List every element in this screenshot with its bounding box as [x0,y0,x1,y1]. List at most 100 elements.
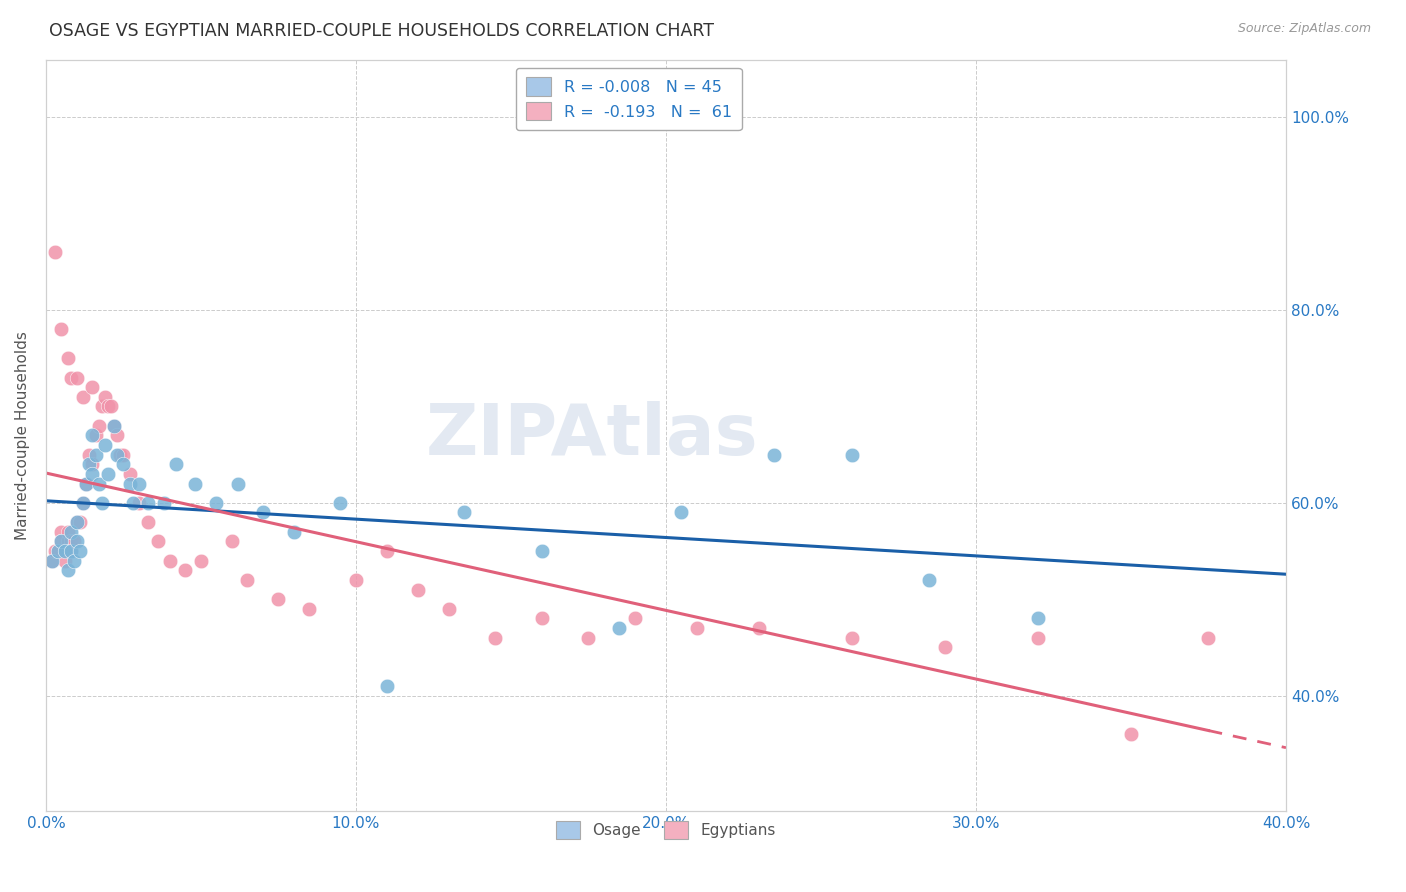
Point [624,611,647,625]
Point [69,515,91,529]
Point [686,621,709,635]
Point [252,506,274,520]
Point [72,496,94,510]
Point [530,611,553,625]
Point [190,554,212,568]
Point [530,544,553,558]
Point [484,631,506,645]
Point [84,448,107,462]
Point [56,351,79,366]
Point [329,496,352,510]
Point [53,554,76,568]
Point [51,534,73,549]
Point [63,554,86,568]
Point [184,476,207,491]
Point [82,380,104,394]
Point [1119,727,1142,741]
Point [1026,631,1049,645]
Point [87,476,110,491]
Point [165,458,187,472]
Point [205,496,228,510]
Point [44,544,66,558]
Point [51,524,73,539]
Point [121,496,143,510]
Point [136,515,159,529]
Point [110,448,132,462]
Point [375,544,398,558]
Point [44,245,66,260]
Point [763,448,786,462]
Point [841,448,863,462]
Point [59,544,82,558]
Point [75,476,97,491]
Point [97,467,120,481]
Point [609,621,631,635]
Point [152,496,174,510]
Point [87,418,110,433]
Point [103,418,125,433]
Point [918,573,941,587]
Point [94,390,117,404]
Point [56,524,79,539]
Point [94,438,117,452]
Point [437,602,460,616]
Point [82,428,104,442]
Point [118,467,141,481]
Point [59,524,82,539]
Point [51,534,73,549]
Point [59,544,82,558]
Point [298,602,321,616]
Point [267,592,290,607]
Point [159,554,181,568]
Point [41,554,63,568]
Point [1026,611,1049,625]
Point [97,400,120,414]
Point [671,506,693,520]
Point [72,496,94,510]
Point [66,515,89,529]
Point [53,544,76,558]
Point [82,458,104,472]
Point [51,322,73,336]
Point [53,544,76,558]
Point [174,563,197,577]
Point [841,631,863,645]
Text: ZIPAtlas: ZIPAtlas [425,401,758,470]
Point [136,496,159,510]
Point [146,534,169,549]
Point [90,400,112,414]
Point [75,476,97,491]
Point [112,458,135,472]
Point [79,448,101,462]
Point [236,573,259,587]
Point [128,496,150,510]
Point [66,370,89,384]
Point [84,428,107,442]
Point [344,573,367,587]
Point [748,621,770,635]
Point [63,534,86,549]
Text: OSAGE VS EGYPTIAN MARRIED-COUPLE HOUSEHOLDS CORRELATION CHART: OSAGE VS EGYPTIAN MARRIED-COUPLE HOUSEHO… [49,22,714,40]
Point [56,534,79,549]
Point [72,390,94,404]
Point [41,554,63,568]
Point [59,534,82,549]
Point [56,563,79,577]
Point [1198,631,1220,645]
Point [375,679,398,693]
Point [103,418,125,433]
Y-axis label: Married-couple Households: Married-couple Households [15,331,30,540]
Point [82,467,104,481]
Point [226,476,249,491]
Point [66,515,89,529]
Point [69,544,91,558]
Point [406,582,429,597]
Point [128,476,150,491]
Point [934,640,956,655]
Text: Source: ZipAtlas.com: Source: ZipAtlas.com [1237,22,1371,36]
Point [221,534,243,549]
Point [105,448,128,462]
Point [100,400,122,414]
Point [48,544,70,558]
Point [578,631,600,645]
